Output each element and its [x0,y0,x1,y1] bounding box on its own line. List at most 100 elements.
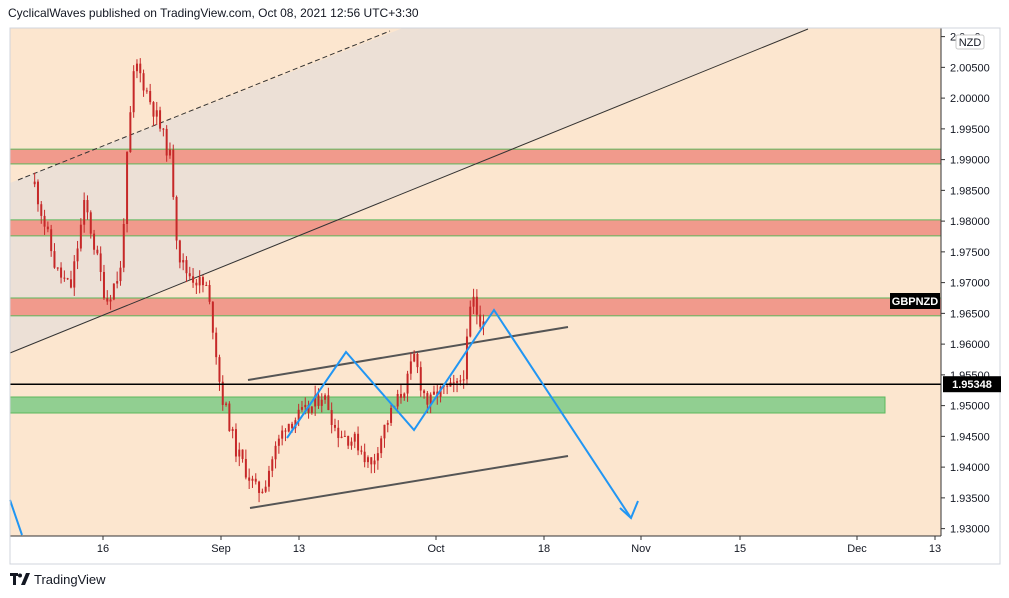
candle-body [168,149,171,156]
candle-body [314,395,317,407]
candles-layer [33,58,485,503]
publisher-header: CyclicalWaves published on TradingView.c… [8,6,419,20]
x-tick-label: Dec [847,543,867,555]
resistance-zone-2 [9,219,942,237]
candle-body [159,110,162,129]
candle-body [357,433,360,451]
candle-body [383,424,386,439]
candle-body [469,306,472,337]
candle-body [353,433,356,442]
y-tick-label: 1.94500 [950,431,990,443]
y-tick-label: 1.93000 [950,524,990,536]
price-badge: 1.95348 [943,376,1001,393]
y-tick-label: 1.96000 [950,339,990,351]
candle-body [380,438,383,454]
candle-body [172,149,175,197]
y-tick-label: 1.98000 [950,216,990,228]
candle-body [432,391,435,395]
tradingview-footer[interactable]: TradingView [10,572,106,587]
x-tick-label: 13 [293,543,305,555]
candle-body [162,128,165,130]
candle-body [413,353,416,362]
candle-body [40,204,43,216]
candle-body [43,215,46,227]
y-tick-label: 1.94000 [950,462,990,474]
x-tick-label: Oct [427,543,444,555]
candle-body [333,425,336,428]
currency-label: NZD [959,37,982,49]
x-tick-label: Nov [631,543,651,555]
candle-body [284,430,287,432]
candle-body [248,477,251,481]
x-axis[interactable]: 16 Sep 13 Oct 18 Nov 15 Dec 13 [97,536,941,555]
candle-body [347,435,350,446]
candle-body [89,212,92,234]
candle-body [142,73,145,91]
candle-body [149,91,152,103]
candle-body [403,393,406,398]
candle-body [50,229,53,252]
candle-body [317,395,320,406]
x-tick-label: 16 [97,543,109,555]
wedge-upper-line [247,326,569,381]
candle-body [139,63,142,74]
candle-body [188,273,191,277]
candle-body [116,281,119,284]
candle-body [192,276,195,283]
candle-body [93,233,96,250]
candle-body [423,390,426,394]
candle-body [475,296,478,315]
symbol-label: GBPNZD [892,296,939,308]
symbol-badge: GBPNZD [890,293,940,309]
candle-body [228,403,231,431]
candle-body [416,353,419,368]
candle-body [86,200,89,213]
candle-body [175,196,178,241]
candle-body [343,435,346,437]
candle-body [456,381,459,383]
candle-body [198,277,201,286]
candle-body [390,407,393,423]
x-tick-label: 13 [929,543,941,555]
candle-body [135,63,138,72]
candle-body [399,393,402,398]
candle-body [145,90,148,92]
candle-body [33,181,36,185]
candle-body [465,336,468,380]
tradingview-logo-icon [10,572,30,585]
candle-body [106,298,109,302]
y-axis[interactable]: 2.0...02.005002.000001.995001.990001.985… [941,32,990,536]
candle-body [126,151,129,224]
y-tick-label: 2.00000 [950,93,990,105]
candle-body [452,382,455,384]
candle-body [53,251,56,268]
candle-body [185,260,188,274]
candle-body [99,253,102,272]
candle-body [178,240,181,263]
wedge-lower-line [249,455,569,509]
candle-body [225,403,228,405]
x-tick-label: Sep [211,543,231,555]
candle-body [132,71,135,113]
candle-body [205,285,208,287]
x-tick-label: 15 [734,543,746,555]
candle-body [211,301,214,333]
candle-body [429,394,432,405]
candle-body [472,296,475,307]
candle-body [73,261,76,288]
candle-body [195,282,198,286]
candle-body [244,458,247,478]
candle-body [238,449,241,457]
y-tick-label: 1.96500 [950,308,990,320]
candle-body [102,271,105,299]
candle-body [258,481,261,493]
currency-badge: NZD [955,34,985,50]
candle-body [287,423,290,432]
candle-body [337,427,340,439]
candle-body [165,128,168,156]
candle-body [271,459,274,471]
candle-body [330,410,333,426]
candle-body [462,379,465,381]
candle-body [300,407,303,410]
